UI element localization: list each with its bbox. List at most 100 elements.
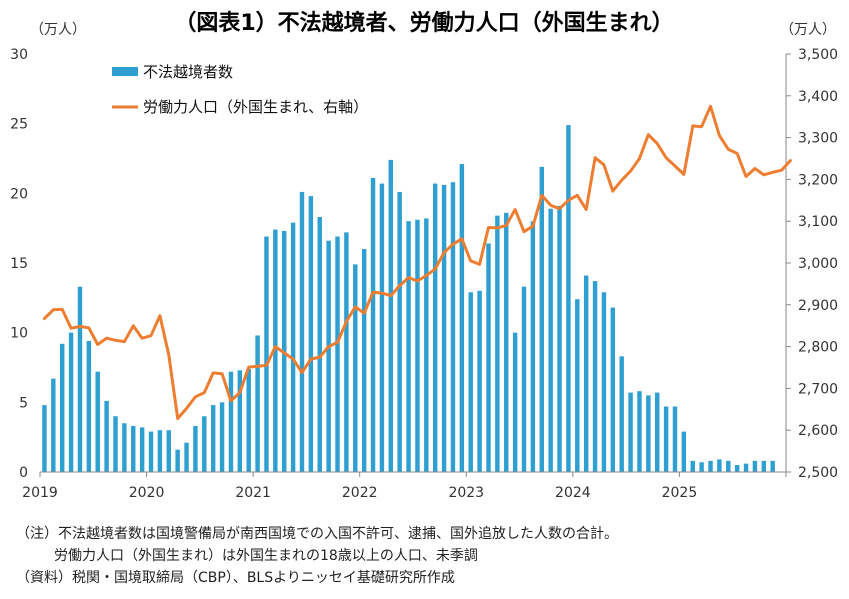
bar	[690, 460, 695, 472]
bar	[708, 460, 713, 472]
bar	[424, 218, 429, 472]
bar	[566, 125, 571, 472]
bar	[202, 416, 207, 472]
axis-lines	[40, 54, 787, 473]
left-tick-label: 10	[10, 326, 28, 342]
bar	[353, 264, 358, 472]
bar	[477, 290, 482, 472]
bar	[51, 378, 56, 472]
right-tick-label: 2,900	[798, 298, 838, 314]
bar	[504, 212, 509, 472]
bar	[246, 368, 251, 472]
bar	[601, 292, 607, 472]
note-source: （資料）税関・国境取締局（CBP）、BLSよりニッセイ基礎研究所作成	[16, 570, 455, 586]
bar	[95, 371, 100, 472]
bar	[148, 431, 154, 472]
bar	[237, 370, 243, 472]
bar	[646, 395, 651, 472]
bar	[210, 405, 216, 472]
bar	[317, 217, 322, 472]
bar	[655, 392, 660, 472]
line-series	[42, 104, 792, 420]
bar	[530, 221, 536, 472]
bar	[219, 402, 225, 472]
bar	[619, 356, 624, 472]
bar	[717, 459, 722, 472]
bar	[637, 391, 642, 472]
note-line-1: （注）不法越境者数は国境警備局が南西国境での入国不許可、逮捕、国外追放した人数の…	[16, 526, 618, 542]
bar	[344, 232, 349, 472]
bar	[42, 405, 47, 472]
legend-line-label: 労働力人口（外国生まれ、右軸）	[143, 98, 368, 116]
bar	[450, 182, 456, 473]
legend-bar-label: 不法越境者数	[143, 63, 233, 81]
bar	[175, 449, 180, 472]
x-axis-ticks: 2019 2020 2021 2022 2023 2024 2025	[22, 472, 787, 501]
bar	[592, 281, 598, 472]
bar	[548, 208, 553, 472]
bar	[681, 431, 687, 472]
right-tick-label: 3,300	[798, 131, 838, 147]
bar	[335, 236, 340, 472]
right-tick-label: 3,100	[798, 214, 838, 230]
left-tick-label: 15	[10, 256, 28, 272]
legend: 不法越境者数 労働力人口（外国生まれ、右軸）	[112, 63, 368, 116]
right-tick-label: 3,000	[798, 256, 838, 272]
bar	[290, 222, 296, 472]
left-tick-label: 20	[10, 186, 28, 202]
bar	[406, 221, 411, 472]
bar	[157, 430, 163, 472]
right-tick-label: 3,200	[798, 172, 838, 188]
bar	[193, 426, 198, 472]
x-tick-label: 2022	[342, 485, 378, 501]
x-tick-label: 2021	[235, 485, 271, 501]
bar	[370, 178, 376, 473]
bar	[610, 307, 616, 472]
bar	[743, 463, 749, 472]
bar	[770, 460, 775, 472]
bar	[86, 341, 92, 472]
right-axis-unit: （万人）	[780, 22, 836, 38]
bar	[397, 191, 402, 472]
notes: （注）不法越境者数は国境警備局が南西国境での入国不許可、逮捕、国外追放した人数の…	[16, 523, 618, 589]
bar	[575, 299, 580, 472]
bar	[104, 400, 109, 472]
bar	[388, 159, 394, 473]
right-tick-label: 2,800	[798, 340, 838, 356]
x-tick-label: 2023	[448, 485, 484, 501]
bar	[113, 416, 118, 472]
bar	[495, 215, 500, 473]
right-tick-label: 3,500	[798, 47, 838, 63]
bar	[122, 423, 127, 472]
bar	[726, 460, 731, 472]
right-axis-ticks: 2,500 2,600 2,700 2,800 2,900 3,000 3,100 3,200…	[786, 47, 838, 481]
bar	[299, 191, 305, 472]
bar	[131, 426, 136, 472]
right-tick-label: 2,600	[798, 423, 838, 439]
bar	[361, 249, 367, 472]
right-tick-label: 2,700	[798, 381, 838, 397]
bar	[539, 166, 544, 473]
legend-bar-swatch	[112, 67, 138, 76]
right-tick-label: 2,500	[798, 465, 838, 481]
bar	[326, 240, 331, 472]
bar	[166, 430, 171, 472]
bar	[59, 343, 65, 472]
bar	[628, 392, 633, 472]
left-tick-label: 5	[19, 395, 28, 411]
left-axis-unit: （万人）	[30, 22, 86, 38]
left-axis-ticks: 0 5 10 15 20 25 30	[10, 47, 28, 481]
bar	[663, 406, 669, 472]
x-tick-label: 2025	[662, 485, 698, 501]
bar	[468, 292, 473, 472]
bar	[557, 205, 562, 472]
bar	[459, 164, 465, 472]
bar	[699, 462, 704, 472]
bar	[184, 442, 189, 472]
bar	[752, 460, 758, 472]
bar	[486, 243, 491, 472]
bar	[264, 236, 269, 472]
bar	[512, 332, 518, 472]
right-tick-label: 3,400	[798, 89, 838, 105]
x-tick-label: 2020	[129, 485, 165, 501]
